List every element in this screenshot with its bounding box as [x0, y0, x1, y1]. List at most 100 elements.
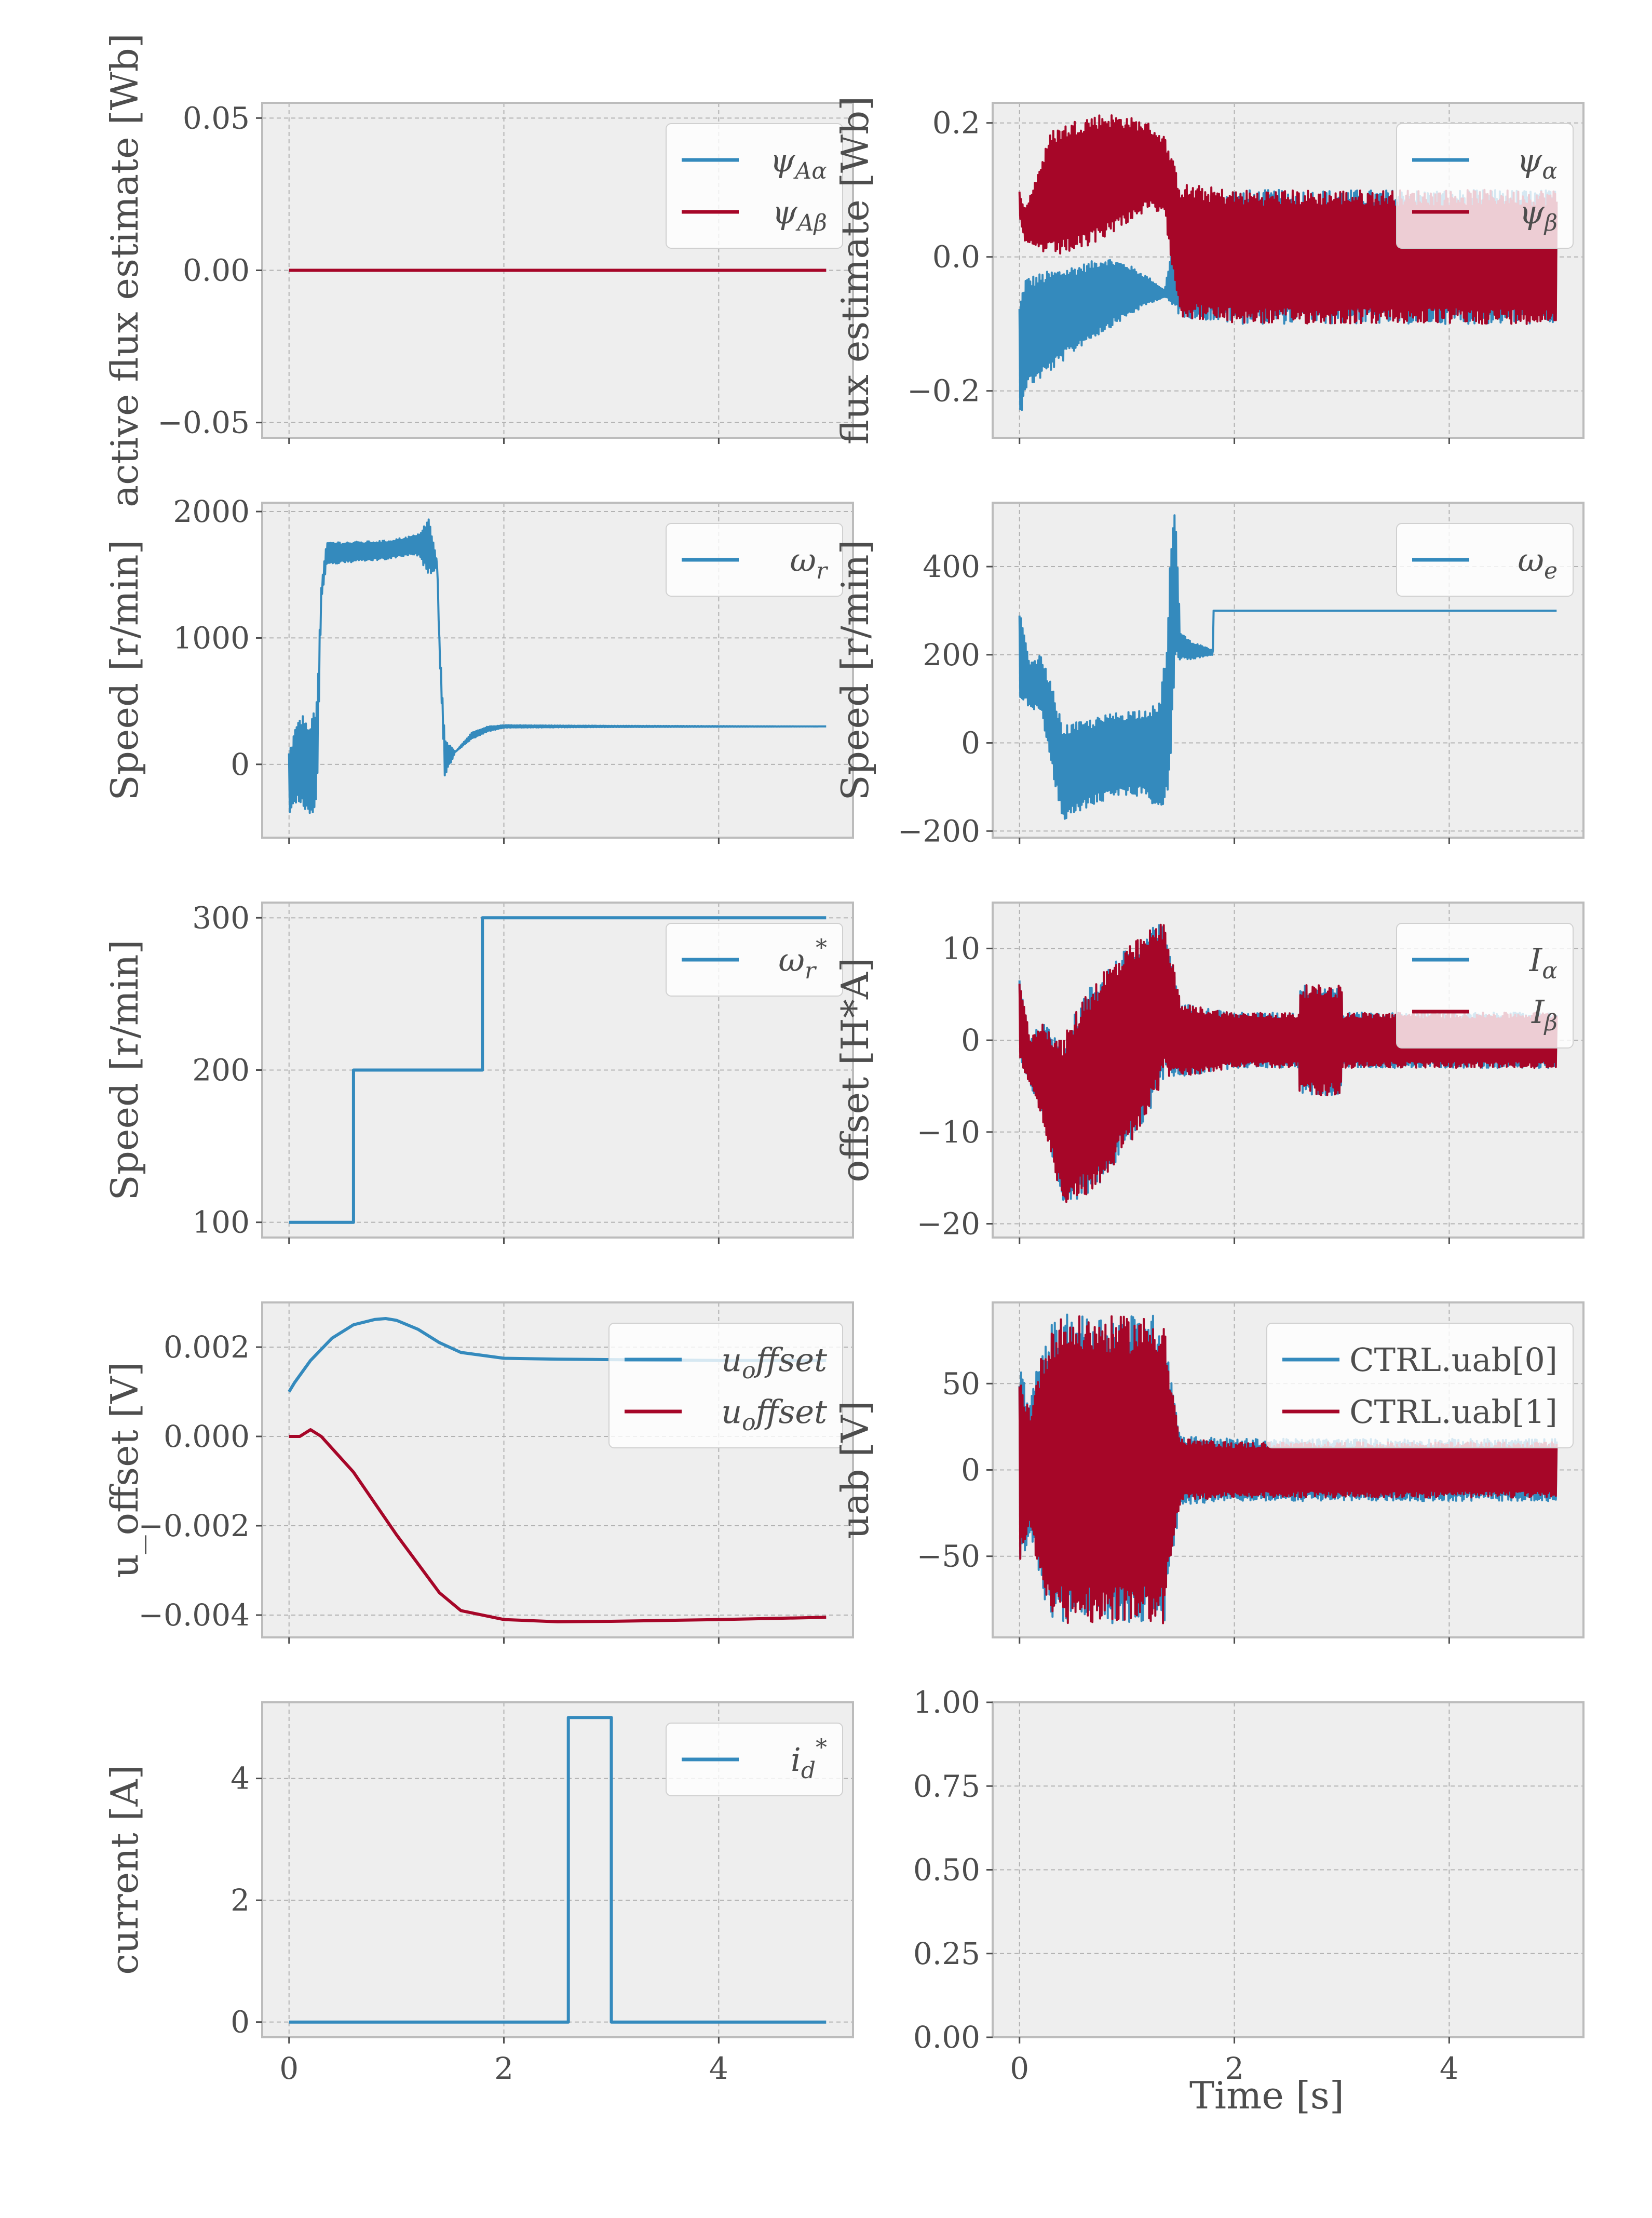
axes-frame — [261, 1301, 854, 1638]
legend-label: ωr* — [778, 935, 827, 984]
y-axis-label: Speed [r/min] — [103, 939, 146, 1200]
series-line-p01-1 — [1018, 114, 1558, 325]
y-tick-label: 4 — [231, 1761, 250, 1796]
plot-area — [288, 1317, 827, 1623]
legend-box — [666, 123, 843, 249]
x-tick-label: 0 — [279, 2051, 299, 2086]
panel-p41: 0 2 4 0.00 0.25 0.50 0.75 1.00 — [913, 1685, 1585, 2086]
axes-frame — [992, 102, 1585, 439]
y-tick-label: 400 — [923, 549, 980, 584]
series-line-p30-1 — [289, 1428, 827, 1623]
panel-p21: −20 −10 0 10 offset [H*A] Iα Iβ — [833, 902, 1585, 1244]
x-axis-label: Time [s] — [1189, 2074, 1344, 2117]
y-axis-label: u_offset [V] — [103, 1362, 146, 1578]
y-tick-label: −50 — [917, 1539, 980, 1574]
panel-p00: −0.05 0.00 0.05 active flux estimate [Wb] ψA… — [103, 33, 854, 507]
y-tick-label: 1.00 — [913, 1685, 980, 1720]
legend-box — [666, 923, 843, 997]
legend-label: uoffset — [721, 1393, 827, 1436]
y-axis-label: flux estimate [Wb] — [833, 96, 877, 445]
axes-frame — [261, 1701, 854, 2038]
y-axis-label: Speed [r/min] — [833, 540, 877, 800]
legend-label: ψAα — [770, 141, 827, 184]
x-tick-label: 2 — [494, 2051, 513, 2086]
y-tick-label: 0.2 — [932, 105, 980, 141]
panel-p11: −200 0 200 400 Speed [r/min] ωe — [833, 502, 1585, 849]
legend-label: CTRL.uab[0] — [1349, 1341, 1558, 1379]
y-tick-label: 2 — [231, 1883, 250, 1918]
y-tick-label: 300 — [192, 900, 250, 935]
y-tick-label: −0.002 — [138, 1508, 250, 1543]
legend-box — [666, 1723, 843, 1796]
y-tick-label: 0.00 — [913, 2020, 980, 2055]
plot-area — [1018, 514, 1557, 820]
legend-label: ωe — [1518, 541, 1558, 584]
legend-box — [1396, 923, 1574, 1048]
legend-label: ψβ — [1519, 193, 1558, 236]
axes-frame — [992, 502, 1585, 839]
panel-p30: −0.004 −0.002 0.000 0.002 u_offset [V] uoffse… — [103, 1301, 854, 1644]
y-tick-label: 0.25 — [913, 1936, 980, 1971]
y-tick-label: 200 — [923, 637, 980, 673]
legend-box — [1396, 523, 1574, 597]
y-axis-label: current [A] — [103, 1765, 146, 1975]
panel-p10: 0 1000 2000 Speed [r/min] ωr — [103, 494, 854, 844]
y-axis-label: offset [H*A] — [833, 958, 877, 1182]
y-tick-label: −0.2 — [907, 373, 980, 409]
y-tick-label: 0 — [231, 2005, 250, 2040]
x-tick-label: 4 — [709, 2051, 728, 2086]
y-tick-label: 200 — [192, 1053, 250, 1088]
y-tick-label: 0.000 — [164, 1419, 250, 1454]
y-tick-label: −0.004 — [138, 1597, 250, 1633]
legend-label: Iα — [1529, 941, 1558, 984]
legend-box — [666, 523, 843, 597]
x-tick-label: 2 — [1225, 2051, 1244, 2086]
y-tick-label: 100 — [192, 1205, 250, 1240]
series-line-p11-0 — [1018, 514, 1557, 820]
y-tick-label: 0.05 — [183, 100, 250, 136]
legend-label: uoffset — [721, 1341, 827, 1384]
series-line-p30-0 — [288, 1317, 827, 1393]
legend-label: ψAβ — [772, 193, 827, 236]
y-axis-label: active flux estimate [Wb] — [103, 33, 146, 507]
plot-area — [289, 1716, 827, 2024]
y-tick-label: 0.75 — [913, 1768, 980, 1804]
y-tick-label: −200 — [898, 813, 980, 849]
legend-label: ψα — [1517, 141, 1558, 184]
x-tick-label: 4 — [1440, 2051, 1459, 2086]
y-tick-label: 50 — [942, 1366, 980, 1401]
series-line-p10-0 — [288, 518, 827, 814]
series-line-p21-1 — [1018, 923, 1558, 1203]
y-tick-label: 10 — [942, 931, 980, 966]
legend-label: id* — [791, 1735, 827, 1784]
axes-frame — [261, 502, 854, 839]
legend-box — [1266, 1323, 1574, 1448]
legend-label: CTRL.uab[1] — [1349, 1393, 1558, 1431]
plot-area — [1018, 114, 1558, 411]
legend-box — [1396, 123, 1574, 249]
legend-label: Iβ — [1531, 993, 1558, 1036]
plot-area — [289, 916, 827, 1224]
y-tick-label: 0.00 — [183, 253, 250, 288]
y-tick-label: 0.50 — [913, 1852, 980, 1888]
y-tick-label: 0 — [961, 1023, 980, 1058]
panel-p20: 100 200 300 Speed [r/min] ωr* — [103, 900, 854, 1244]
y-tick-label: 0 — [961, 1453, 980, 1488]
y-tick-label: 0.0 — [932, 239, 980, 275]
y-tick-label: 1000 — [173, 620, 250, 655]
panel-p40: 0 2 4 0 2 4 current [A] id* — [103, 1701, 854, 2086]
y-tick-label: 0 — [961, 725, 980, 761]
x-tick-label: 0 — [1010, 2051, 1029, 2086]
legend-label: ωr — [790, 541, 829, 584]
panel-p01: −0.2 0.0 0.2 flux estimate [Wb] ψα ψβ — [833, 96, 1585, 445]
series-line-p20-0 — [289, 916, 827, 1224]
y-axis-label: Speed [r/min] — [103, 540, 146, 800]
plot-area — [288, 518, 827, 814]
y-tick-label: 2000 — [173, 494, 250, 529]
y-tick-label: −0.05 — [157, 405, 250, 440]
y-tick-label: −20 — [917, 1206, 980, 1241]
y-tick-label: −10 — [917, 1114, 980, 1150]
legend-box — [608, 1323, 843, 1448]
